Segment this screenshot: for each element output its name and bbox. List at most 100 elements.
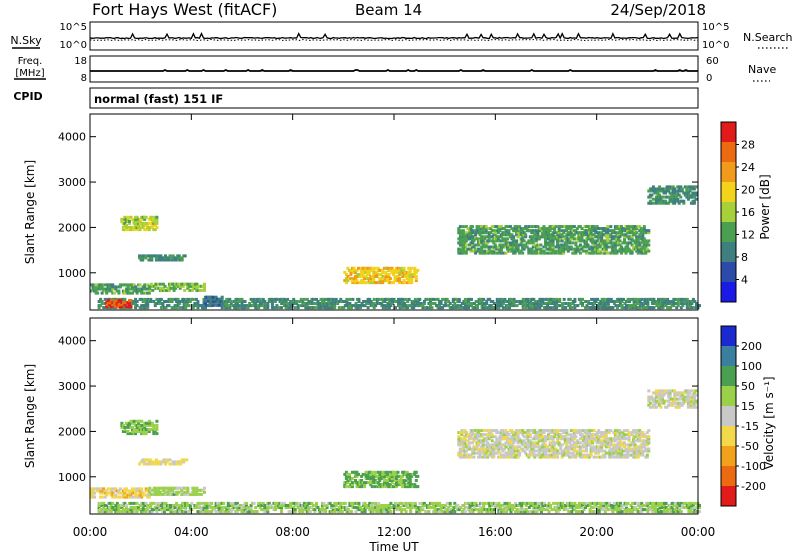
power-echo-cell: [667, 201, 671, 205]
velocity-echo-cell: [343, 506, 347, 509]
power-echo-cell: [601, 241, 605, 245]
power-echo-cell: [357, 266, 360, 270]
velocity-echo-cell: [360, 485, 364, 489]
power-echo-cell: [343, 300, 347, 303]
power-echo-cell: [510, 249, 514, 253]
power-echo-cell: [689, 185, 693, 189]
velocity-echo-cell: [548, 441, 552, 445]
power-echo-cell: [473, 302, 476, 305]
velocity-echo-cell: [129, 501, 133, 505]
velocity-echo-cell: [460, 443, 464, 447]
power-echo-cell: [165, 288, 168, 292]
power-echo-cell: [363, 304, 367, 308]
power-echo-cell: [515, 241, 519, 245]
nsearch-tick-top: 10^5: [702, 22, 729, 33]
velocity-echo-cell: [324, 508, 328, 512]
velocity-echo-cell: [378, 479, 382, 482]
velocity-echo-cell: [495, 439, 499, 443]
velocity-echo-cell: [510, 451, 514, 455]
power-echo-cell: [536, 247, 540, 251]
velocity-echo-cell: [154, 488, 158, 492]
velocity-echo-cell: [404, 485, 408, 489]
power-echo-cell: [337, 306, 341, 310]
power-echo-cell: [574, 249, 578, 253]
velocity-echo-cell: [663, 504, 666, 507]
velocity-echo-cell: [495, 429, 499, 433]
power-echo-cell: [488, 306, 492, 310]
velocity-echo-cell: [678, 508, 682, 512]
velocity-echo-cell: [217, 508, 221, 512]
velocity-echo-cell: [199, 488, 203, 492]
power-echo-cell: [676, 302, 680, 305]
power-echo-cell: [159, 254, 163, 258]
power-echo-cell: [556, 241, 560, 245]
power-echo-cell: [249, 297, 253, 301]
velocity-echo-cell: [453, 510, 457, 514]
velocity-echo-cell: [457, 451, 461, 455]
power-echo-cell: [523, 300, 527, 303]
velocity-echo-cell: [602, 501, 606, 505]
power-echo-cell: [414, 270, 418, 274]
velocity-echo-cell: [463, 451, 467, 455]
power-echo-cell: [386, 297, 390, 301]
velocity-echo-cell: [290, 506, 294, 509]
velocity-echo-cell: [298, 501, 302, 505]
power-echo-cell: [176, 254, 180, 258]
velocity-echo-cell: [518, 445, 522, 449]
velocity-echo-cell: [533, 441, 537, 445]
velocity-echo-cell: [258, 506, 262, 509]
velocity-echo-cell: [419, 506, 423, 509]
power-echo-cell: [503, 297, 507, 301]
power-echo-cell: [558, 300, 562, 303]
velocity-echo-cell: [273, 504, 277, 507]
power-echo-cell: [361, 279, 365, 283]
velocity-echo-cell: [489, 431, 493, 435]
power-echo-cell: [681, 297, 685, 301]
power-echo-cell: [578, 251, 582, 255]
power-echo-cell: [444, 300, 448, 303]
power-echo-cell: [407, 297, 411, 301]
power-echo-cell: [114, 287, 118, 291]
nsky-tick-bottom: 10^0: [60, 40, 87, 51]
velocity-echo-cell: [632, 501, 636, 505]
power-echo-cell: [427, 302, 431, 305]
velocity-echo-cell: [186, 490, 190, 494]
velocity-echo-cell: [214, 506, 218, 509]
velocity-echo-cell: [457, 508, 461, 512]
power-echo-cell: [134, 219, 138, 223]
power-echo-cell: [506, 225, 509, 229]
velocity-echo-cell: [301, 508, 305, 512]
velocity-echo-cell: [142, 460, 146, 464]
power-echo-cell: [536, 225, 540, 229]
velocity-echo-cell: [685, 506, 689, 509]
power-echo-cell: [617, 300, 621, 303]
velocity-echo-cell: [350, 477, 354, 480]
velocity-echo-cell: [477, 504, 481, 507]
velocity-echo-cell: [132, 421, 136, 425]
power-echo-cell: [457, 229, 461, 233]
power-echo-cell: [270, 302, 274, 305]
power-echo-cell: [408, 270, 412, 274]
power-echo-cell: [148, 288, 152, 292]
power-echo-cell: [150, 224, 154, 227]
power-echo-cell: [195, 282, 199, 286]
velocity-echo-cell: [108, 506, 112, 509]
power-echo-cell: [577, 235, 581, 239]
power-echo-cell: [481, 239, 485, 243]
velocity-echo-cell: [108, 501, 112, 505]
velocity-echo-cell: [138, 504, 142, 507]
velocity-echo-cell: [396, 483, 400, 487]
power-echo-cell: [523, 304, 527, 308]
power-echo-cell: [525, 227, 529, 231]
velocity-echo-cell: [280, 501, 283, 505]
power-echo-cell: [647, 243, 651, 247]
power-echo-cell: [169, 297, 172, 301]
power-echo-cell: [578, 239, 582, 243]
power-echo-cell: [465, 302, 469, 305]
velocity-echo-cell: [531, 447, 535, 451]
power-echo-cell: [177, 256, 181, 260]
velocity-echo-cell: [524, 451, 528, 455]
velocity-echo-cell: [661, 506, 665, 509]
velocity-echo-cell: [373, 472, 377, 476]
velocity-echo-cell: [519, 439, 523, 443]
